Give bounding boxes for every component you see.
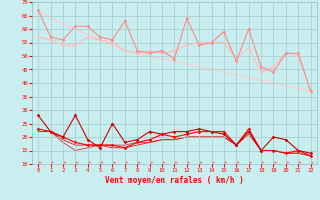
X-axis label: Vent moyen/en rafales ( km/h ): Vent moyen/en rafales ( km/h ) <box>105 176 244 185</box>
